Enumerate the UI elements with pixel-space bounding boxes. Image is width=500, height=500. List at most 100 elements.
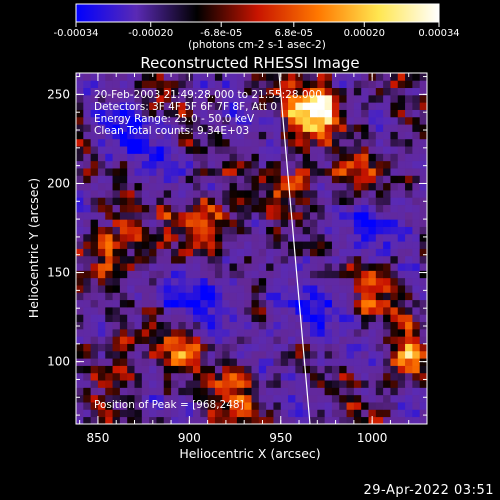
heatmap-cell	[266, 380, 274, 388]
heatmap-cell	[90, 416, 99, 424]
heatmap-cell	[236, 387, 245, 396]
heatmap-cell	[346, 402, 355, 410]
heatmap-cell	[200, 285, 209, 293]
heatmap-cell	[361, 73, 369, 81]
heatmap-cell	[295, 255, 304, 264]
heatmap-cell	[156, 87, 165, 96]
heatmap-cell	[76, 146, 84, 154]
heatmap-cell	[412, 87, 421, 96]
heatmap-cell	[390, 241, 399, 249]
heatmap-cell	[288, 190, 296, 198]
heatmap-cell	[178, 124, 187, 132]
heatmap-cell	[288, 255, 296, 264]
heatmap-cell	[178, 233, 187, 242]
heatmap-cell	[222, 402, 230, 410]
heatmap-cell	[324, 204, 333, 213]
heatmap-cell	[361, 233, 369, 242]
heatmap-cell	[346, 336, 355, 344]
heatmap-cell	[185, 153, 194, 162]
heatmap-cell	[112, 358, 121, 366]
heatmap-cell	[317, 328, 326, 337]
heatmap-cell	[200, 292, 209, 301]
heatmap-cell	[244, 204, 252, 213]
heatmap-cell	[339, 314, 347, 323]
heatmap-cell	[156, 402, 165, 410]
heatmap-cell	[368, 211, 377, 220]
heatmap-cell	[90, 372, 99, 381]
heatmap-cell	[97, 380, 106, 388]
heatmap-cell	[90, 343, 99, 352]
heatmap-cell	[229, 182, 238, 191]
heatmap-cell	[163, 87, 172, 96]
heatmap-cell	[178, 343, 187, 352]
heatmap-cell	[383, 219, 391, 227]
heatmap-cell	[331, 343, 340, 352]
heatmap-cell	[397, 321, 406, 330]
heatmap-cell	[76, 350, 84, 359]
heatmap-cell	[149, 124, 157, 132]
heatmap-cell	[375, 409, 384, 418]
heatmap-cell	[83, 102, 92, 110]
heatmap-cell	[119, 153, 128, 162]
heatmap-cell	[375, 307, 384, 315]
heatmap-cell	[244, 328, 252, 337]
heatmap-cell	[156, 182, 165, 191]
heatmap-cell	[397, 153, 406, 162]
heatmap-cell	[178, 328, 187, 337]
heatmap-cell	[236, 73, 245, 81]
heatmap-cell	[127, 153, 135, 162]
heatmap-cell	[258, 248, 267, 257]
heatmap-cell	[390, 299, 399, 308]
heatmap-cell	[383, 190, 391, 198]
heatmap-cell	[141, 190, 150, 198]
heatmap-cell	[331, 292, 340, 301]
heatmap-cell	[368, 131, 377, 140]
heatmap-cell	[76, 270, 84, 279]
heatmap-cell	[405, 153, 413, 162]
heatmap-cell	[361, 197, 369, 206]
heatmap-cell	[339, 365, 347, 374]
heatmap-cell	[310, 409, 318, 418]
heatmap-cell	[119, 416, 128, 424]
heatmap-cell	[353, 109, 362, 118]
heatmap-cell	[390, 248, 399, 257]
heatmap-cell	[390, 358, 399, 366]
heatmap-cell	[397, 394, 406, 403]
heatmap-cell	[368, 409, 377, 418]
heatmap-cell	[222, 277, 230, 286]
heatmap-cell	[112, 109, 121, 118]
heatmap-cell	[171, 328, 179, 337]
heatmap-cell	[222, 263, 230, 271]
heatmap-cell	[141, 409, 150, 418]
heatmap-cell	[185, 263, 194, 271]
heatmap-cell	[156, 328, 165, 337]
heatmap-cell	[214, 255, 223, 264]
heatmap-cell	[353, 277, 362, 286]
heatmap-cell	[236, 175, 245, 184]
heatmap-cell	[149, 328, 157, 337]
heatmap-cell	[200, 270, 209, 279]
heatmap-cell	[346, 73, 355, 81]
heatmap-cell	[119, 350, 128, 359]
heatmap-cell	[405, 160, 413, 169]
heatmap-cell	[331, 226, 340, 235]
heatmap-cell	[317, 124, 326, 132]
heatmap-cell	[258, 160, 267, 169]
heatmap-cell	[214, 175, 223, 184]
heatmap-cell	[207, 263, 216, 271]
heatmap-cell	[105, 211, 113, 220]
heatmap-cell	[339, 263, 347, 271]
heatmap-cell	[193, 138, 201, 147]
heatmap-cell	[390, 116, 399, 125]
heatmap-cell	[97, 116, 106, 125]
heatmap-cell	[185, 350, 194, 359]
heatmap-cell	[222, 190, 230, 198]
heatmap-cell	[390, 270, 399, 279]
heatmap-cell	[193, 416, 201, 424]
heatmap-cell	[134, 292, 143, 301]
heatmap-cell	[90, 248, 99, 257]
heatmap-cell	[405, 277, 413, 286]
heatmap-cell	[419, 350, 427, 359]
heatmap-cell	[295, 94, 304, 103]
heatmap-cell	[112, 131, 121, 140]
